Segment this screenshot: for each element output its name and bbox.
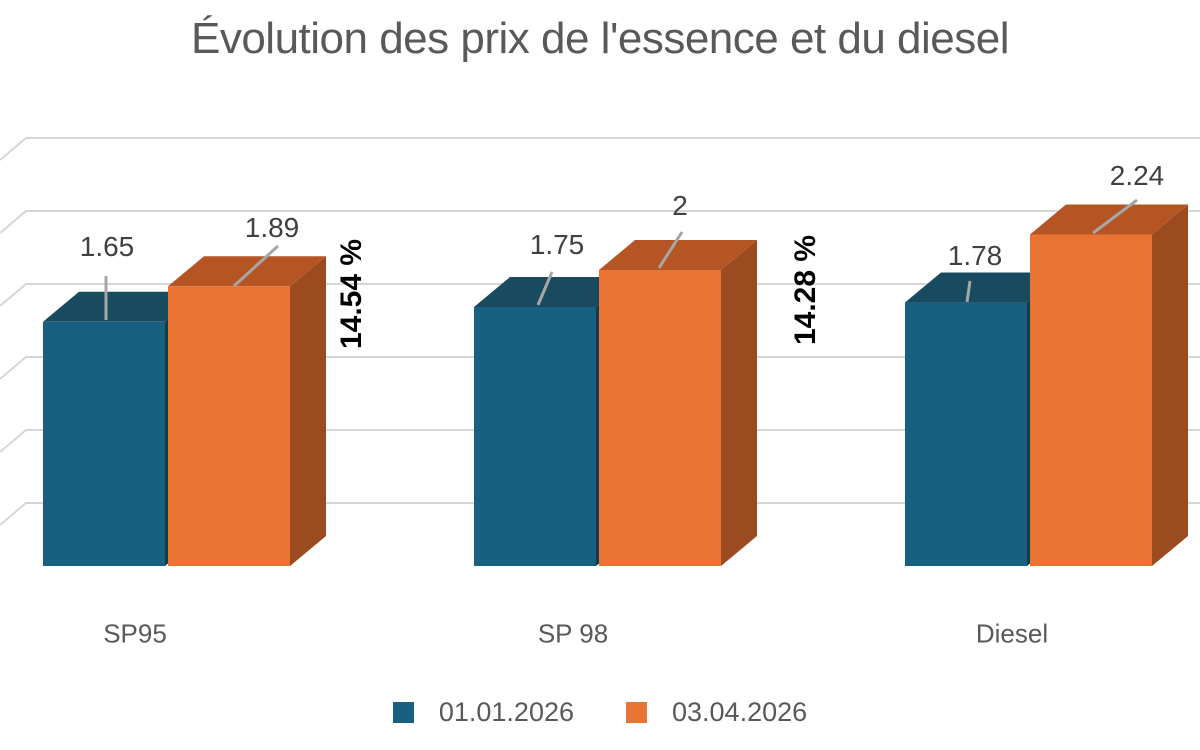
percent-change-label: 14.54 %: [335, 238, 368, 350]
gridline: [0, 283, 1200, 307]
chart-title: Évolution des prix de l'essence et du di…: [190, 14, 1010, 63]
legend-swatch-series1: [392, 702, 414, 723]
gridline: [0, 137, 1200, 161]
bar-side-face: [721, 240, 757, 566]
bar-top-face: [168, 256, 326, 287]
label-leader-line: [1092, 198, 1138, 235]
bar-front-face: [43, 321, 165, 566]
bar-front-face: [905, 302, 1027, 566]
label-leader-line: [965, 280, 972, 303]
data-label: 2.24: [1109, 160, 1165, 191]
bar-top-face: [474, 277, 632, 307]
legend-item: 03.04.2026: [626, 697, 807, 728]
bar-front-face: [474, 307, 596, 566]
bar-side-face: [290, 256, 326, 566]
gridline: [0, 429, 1200, 453]
legend-swatch-series2: [626, 702, 647, 723]
bar-side-face: [1152, 204, 1188, 567]
legend-label: 01.01.2026: [438, 697, 574, 727]
category-label: Diesel: [975, 618, 1049, 649]
data-label: 1.89: [244, 212, 300, 243]
data-label: 1.75: [529, 229, 585, 260]
bar-top-face: [43, 291, 201, 322]
gridline: [0, 502, 1200, 526]
category-label: SP95: [103, 618, 167, 649]
bar-front-face: [1030, 234, 1152, 567]
label-leader-line: [657, 231, 684, 269]
percent-change-label: 14.28 %: [789, 234, 822, 346]
bar-front-face: [599, 270, 721, 566]
legend: 01.01.2026 03.04.2026: [0, 697, 1200, 728]
gridline: [0, 210, 1200, 234]
category-label: SP 98: [537, 618, 609, 649]
gridline: [0, 356, 1200, 380]
legend-item: 01.01.2026: [392, 697, 574, 728]
label-leader-line: [232, 244, 280, 288]
data-label: 1.65: [79, 231, 135, 262]
label-leader-line: [536, 271, 554, 306]
bar-front-face: [168, 286, 290, 566]
data-label: 2: [672, 190, 688, 221]
data-label: 1.78: [947, 240, 1003, 271]
bar-top-face: [599, 240, 757, 270]
legend-label: 03.04.2026: [672, 697, 808, 727]
bar-top-face: [905, 272, 1063, 303]
